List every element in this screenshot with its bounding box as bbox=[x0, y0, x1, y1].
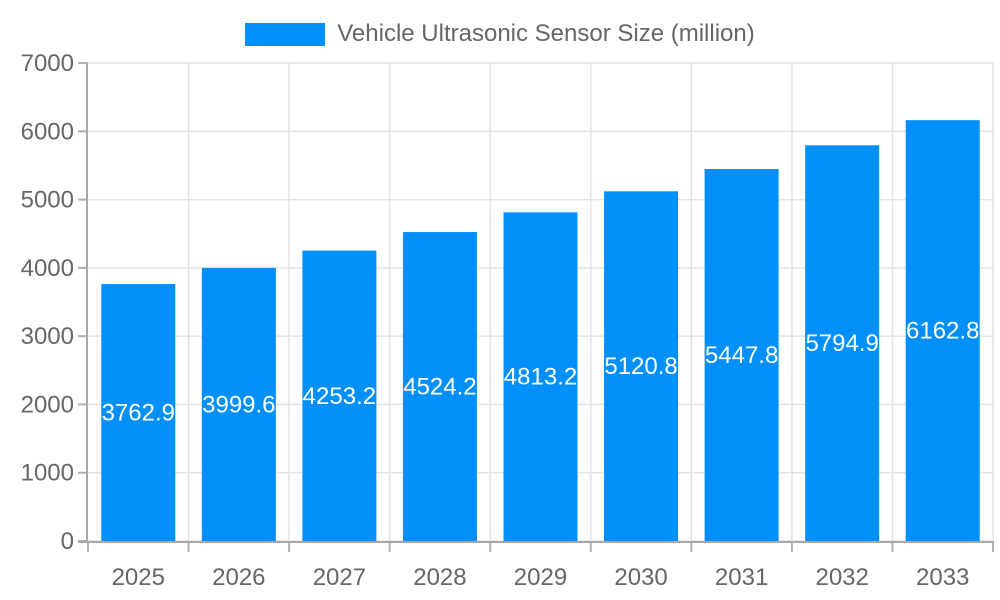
bar-value-label: 3762.9 bbox=[102, 400, 175, 427]
bar bbox=[302, 250, 377, 541]
bar bbox=[201, 267, 276, 541]
y-axis-label: 7000 bbox=[21, 50, 74, 77]
bar bbox=[704, 168, 779, 541]
bar bbox=[604, 191, 679, 541]
bar-value-label: 5794.9 bbox=[805, 330, 878, 357]
y-axis-label: 5000 bbox=[21, 187, 74, 214]
bar bbox=[402, 232, 477, 541]
y-axis-label: 1000 bbox=[21, 460, 74, 487]
x-axis-label: 2030 bbox=[614, 564, 667, 591]
bar-value-label: 5447.8 bbox=[705, 342, 778, 369]
legend-label[interactable]: Vehicle Ultrasonic Sensor Size (million) bbox=[337, 20, 755, 47]
legend-swatch[interactable] bbox=[245, 22, 326, 46]
y-axis-label: 2000 bbox=[21, 391, 74, 418]
bar-value-label: 6162.8 bbox=[906, 318, 979, 345]
bar-value-label: 5120.8 bbox=[604, 353, 677, 380]
bar-value-label: 4813.2 bbox=[504, 364, 577, 391]
x-axis-label: 2026 bbox=[212, 564, 265, 591]
y-axis-label: 3000 bbox=[21, 323, 74, 350]
bar bbox=[905, 120, 980, 542]
y-axis-label: 6000 bbox=[21, 118, 74, 145]
bar bbox=[503, 212, 578, 541]
bar bbox=[805, 145, 880, 541]
bar bbox=[101, 284, 176, 541]
bar-value-label: 4524.2 bbox=[403, 374, 476, 401]
x-axis-label: 2028 bbox=[413, 564, 466, 591]
x-axis-label: 2031 bbox=[715, 564, 768, 591]
y-axis-label: 0 bbox=[61, 528, 74, 555]
x-axis-label: 2027 bbox=[313, 564, 366, 591]
legend: Vehicle Ultrasonic Sensor Size (million) bbox=[0, 22, 1000, 46]
x-axis-label: 2033 bbox=[916, 564, 969, 591]
x-axis-label: 2029 bbox=[514, 564, 567, 591]
x-axis-label: 2025 bbox=[112, 564, 165, 591]
y-axis-label: 4000 bbox=[21, 255, 74, 282]
bar-value-label: 4253.2 bbox=[303, 383, 376, 410]
x-axis-label: 2032 bbox=[815, 564, 868, 591]
bar-value-label: 3999.6 bbox=[202, 391, 275, 418]
